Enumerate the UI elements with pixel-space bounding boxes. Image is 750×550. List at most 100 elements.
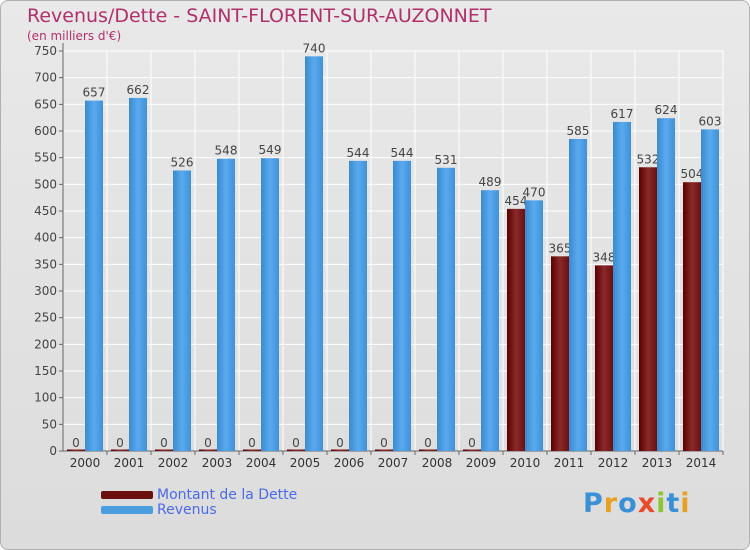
x-tick-label: 2004 [246, 456, 277, 470]
y-tick-label: 400 [34, 231, 57, 245]
bar-revenus [569, 139, 587, 451]
data-label-dette: 532 [637, 152, 660, 166]
bar-dette [375, 449, 393, 451]
data-label-revenus: 526 [171, 155, 194, 169]
data-label-dette: 0 [424, 436, 432, 450]
y-tick-label: 50 [42, 417, 57, 431]
bar-dette [287, 449, 305, 451]
data-label-revenus: 603 [699, 114, 722, 128]
bar-dette [507, 208, 525, 451]
bar-revenus [349, 160, 367, 451]
y-tick-label: 600 [34, 124, 57, 138]
data-label-dette: 365 [549, 241, 572, 255]
data-label-revenus: 624 [655, 103, 678, 117]
x-tick-label: 2002 [158, 456, 189, 470]
data-label-revenus: 489 [479, 175, 502, 189]
legend-swatch-dette [101, 490, 153, 499]
bar-dette [155, 449, 173, 451]
bar-dette [199, 449, 217, 451]
y-tick-label: 250 [34, 311, 57, 325]
bar-revenus [393, 160, 411, 451]
x-tick-label: 2003 [202, 456, 233, 470]
y-tick-label: 500 [34, 177, 57, 191]
legend-label-dette: Montant de la Dette [157, 486, 298, 503]
y-tick-label: 350 [34, 257, 57, 271]
bar-revenus [173, 170, 191, 451]
data-label-revenus: 531 [435, 153, 458, 167]
chart-subtitle: (en milliers d'€) [27, 29, 122, 43]
data-label-revenus: 740 [303, 41, 326, 55]
bar-revenus [85, 100, 103, 451]
bar-revenus [261, 158, 279, 451]
x-tick-label: 2005 [290, 456, 321, 470]
y-tick-label: 450 [34, 204, 57, 218]
data-label-revenus: 662 [127, 83, 150, 97]
bar-dette [551, 256, 569, 451]
bar-dette [243, 449, 261, 451]
bar-revenus [525, 200, 543, 451]
bar-revenus [481, 190, 499, 451]
data-label-dette: 0 [116, 436, 124, 450]
data-label-dette: 504 [681, 167, 704, 181]
x-tick-label: 2000 [70, 456, 101, 470]
bar-dette [111, 449, 129, 451]
data-label-dette: 0 [380, 436, 388, 450]
bar-revenus [701, 129, 719, 451]
bar-dette [419, 449, 437, 451]
x-tick-label: 2009 [466, 456, 497, 470]
bar-revenus [613, 121, 631, 451]
bar-revenus [437, 167, 455, 452]
x-tick-label: 2006 [334, 456, 365, 470]
data-label-dette: 0 [292, 436, 300, 450]
y-tick-label: 0 [49, 444, 57, 458]
bar-dette [331, 449, 349, 451]
data-label-dette: 0 [204, 436, 212, 450]
y-tick-label: 700 [34, 71, 57, 85]
x-tick-label: 2011 [554, 456, 585, 470]
bar-revenus [305, 56, 323, 451]
legend: Montant de la Dette Revenus [101, 486, 298, 518]
y-tick-label: 750 [34, 44, 57, 58]
x-tick-label: 2007 [378, 456, 409, 470]
data-label-dette: 0 [72, 436, 80, 450]
legend-item-revenus: Revenus [101, 501, 297, 518]
bar-dette [683, 182, 701, 451]
legend-item-dette: Montant de la Dette [101, 486, 298, 503]
bar-dette [67, 449, 85, 451]
bar-dette [639, 167, 657, 451]
y-tick-label: 150 [34, 364, 57, 378]
data-label-dette: 0 [468, 436, 476, 450]
x-tick-label: 2010 [510, 456, 541, 470]
y-tick-label: 550 [34, 151, 57, 165]
legend-swatch-revenus [101, 505, 153, 514]
bar-revenus [657, 118, 675, 451]
bar-dette [463, 449, 481, 451]
x-tick-label: 2012 [598, 456, 629, 470]
bar-dette [595, 265, 613, 451]
data-label-dette: 454 [505, 194, 528, 208]
data-label-revenus: 544 [347, 146, 370, 160]
data-label-revenus: 544 [391, 146, 414, 160]
y-tick-label: 650 [34, 97, 57, 111]
data-label-revenus: 470 [523, 185, 546, 199]
data-label-dette: 0 [336, 436, 344, 450]
x-tick-label: 2008 [422, 456, 453, 470]
data-label-revenus: 617 [611, 107, 634, 121]
y-tick-label: 200 [34, 337, 57, 351]
x-tick-label: 2001 [114, 456, 145, 470]
data-label-revenus: 657 [83, 86, 106, 100]
proxiti-logo: Proxiti [583, 488, 691, 519]
data-label-dette: 348 [593, 250, 616, 264]
legend-label-revenus: Revenus [157, 501, 217, 518]
x-tick-label: 2014 [686, 456, 717, 470]
y-tick-label: 100 [34, 391, 57, 405]
bar-revenus [129, 97, 147, 451]
data-label-revenus: 549 [259, 143, 282, 157]
y-tick-label: 300 [34, 284, 57, 298]
bar-revenus [217, 158, 235, 451]
data-label-dette: 0 [160, 436, 168, 450]
data-label-revenus: 585 [567, 124, 590, 138]
chart-title: Revenus/Dette - SAINT-FLORENT-SUR-AUZONN… [27, 5, 492, 27]
